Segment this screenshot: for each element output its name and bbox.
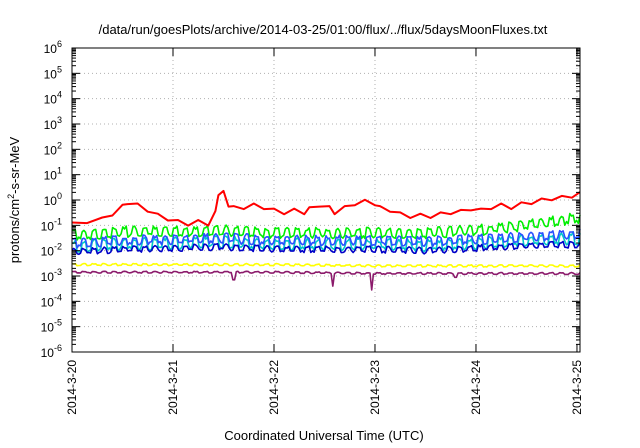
y-tick-label: 101 [44, 166, 62, 183]
y-tick-label-exp: -6 [54, 343, 62, 353]
y-tick-label-exp: 2 [57, 140, 62, 150]
series-line-4 [71, 240, 581, 256]
y-tick-label-base: 10 [41, 295, 55, 309]
y-tick-label-exp: -4 [54, 292, 62, 302]
chart-title: /data/run/goesPlots/archive/2014-03-25/0… [99, 22, 548, 37]
y-tick-label-base: 10 [44, 42, 58, 56]
x-axis: 2014-3-20 2014-3-21 2014-3-22 2014-3-23 2014… [65, 48, 584, 415]
x-axis-label: Coordinated Universal Time (UTC) [224, 428, 423, 443]
y-axis-label-sup: 2 [6, 194, 16, 199]
y-tick-label-exp: -1 [54, 216, 62, 226]
x-tick-label: 2014-3-20 [65, 360, 79, 415]
y-tick-label-base: 10 [44, 93, 58, 107]
y-tick-label-base: 10 [44, 194, 58, 208]
y-tick-label: 105 [44, 64, 62, 81]
y-tick-label-base: 10 [41, 245, 55, 259]
y-tick-label: 10-4 [41, 292, 62, 309]
y-tick-label-base: 10 [44, 143, 58, 157]
y-tick-label-exp: 4 [57, 90, 62, 100]
y-axis: 10610510410310210110010-110-210-310-410-… [41, 39, 580, 360]
y-axis-label-rest: -s-sr-MeV [7, 136, 22, 193]
y-tick-label-exp: -5 [54, 318, 62, 328]
series-line-2 [71, 230, 581, 254]
y-tick-label-base: 10 [44, 67, 58, 81]
y-tick-label-base: 10 [44, 118, 58, 132]
y-tick-label: 10-3 [41, 267, 62, 284]
y-tick-label: 10-1 [41, 216, 62, 233]
series-group [71, 189, 581, 291]
y-tick-label: 10-5 [41, 318, 62, 335]
y-tick-label-exp: 1 [57, 166, 62, 176]
y-tick-label-exp: -3 [54, 267, 62, 277]
y-tick-label-base: 10 [41, 219, 55, 233]
series-line-0 [71, 189, 581, 227]
y-tick-label-base: 10 [41, 270, 55, 284]
y-tick-label-exp: 3 [57, 115, 62, 125]
y-tick-label-base: 10 [41, 346, 55, 360]
x-tick-label: 2014-3-21 [166, 360, 180, 415]
y-tick-label-base: 10 [44, 169, 58, 183]
grid [72, 48, 580, 352]
y-axis-label-base: protons/cm [7, 199, 22, 263]
y-axis-label: protons/cm2-s-sr-MeV [6, 136, 22, 263]
y-tick-label-exp: 6 [57, 39, 62, 49]
y-tick-label: 104 [44, 90, 62, 107]
x-tick-label: 2014-3-22 [267, 360, 281, 415]
x-tick-label: 2014-3-23 [368, 360, 382, 415]
y-tick-label-exp: -2 [54, 242, 62, 252]
y-tick-label: 106 [44, 39, 62, 56]
series-line-1 [71, 212, 581, 241]
y-tick-label-exp: 5 [57, 64, 62, 74]
y-tick-label: 10-6 [41, 343, 62, 360]
y-tick-label: 100 [44, 191, 62, 208]
series-line-6 [71, 270, 581, 291]
x-tick-label: 2014-3-25 [570, 360, 584, 415]
y-tick-label-exp: 0 [57, 191, 62, 201]
x-tick-label: 2014-3-24 [469, 360, 483, 415]
y-tick-label-base: 10 [41, 321, 55, 335]
series-line-5 [71, 262, 581, 268]
y-tick-label: 10-2 [41, 242, 62, 259]
series-line-3 [71, 228, 581, 249]
y-tick-label: 102 [44, 140, 62, 157]
y-tick-label: 103 [44, 115, 62, 132]
